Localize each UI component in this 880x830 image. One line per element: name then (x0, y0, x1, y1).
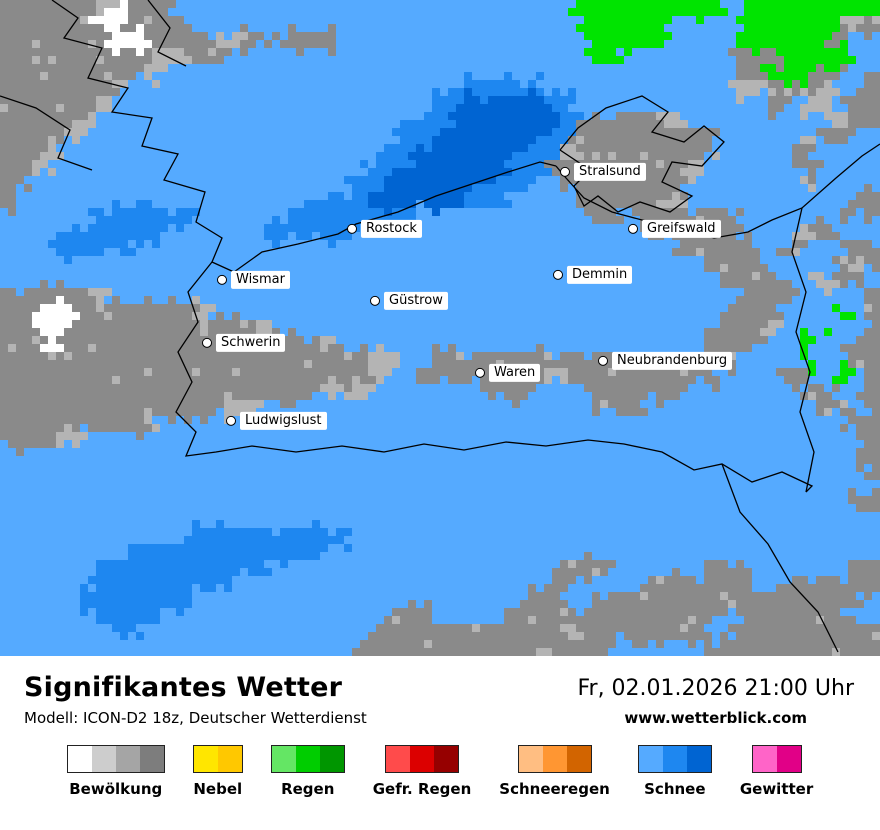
city-marker: Schwerin (202, 333, 286, 353)
city-label: Waren (489, 363, 541, 383)
legend-group: Schnee (637, 745, 712, 798)
legend-swatches (192, 745, 243, 773)
legend-swatch (91, 746, 116, 772)
legend-swatch (271, 746, 296, 772)
legend-swatch (662, 746, 687, 772)
city-dot (475, 367, 485, 378)
legend-swatch (638, 746, 663, 772)
legend-swatch (566, 746, 591, 772)
legend-group: Gewitter (740, 745, 813, 798)
legend-swatch (434, 746, 458, 772)
legend-swatch (542, 746, 567, 772)
legend-label: Schnee (644, 780, 706, 798)
legend-swatch (386, 746, 410, 772)
city-label: Stralsund (574, 162, 646, 182)
legend-swatches (385, 745, 459, 773)
legend-label: Gewitter (739, 780, 814, 798)
city-label: Rostock (361, 219, 422, 239)
legend-swatch (115, 746, 140, 772)
info-bar: Signifikantes Wetter Modell: ICON-D2 18z… (0, 656, 880, 727)
city-dot (217, 274, 227, 285)
info-left: Signifikantes Wetter Modell: ICON-D2 18z… (24, 672, 367, 727)
legend-group: Schneeregen (499, 745, 610, 798)
city-dot (370, 295, 380, 306)
city-label: Schwerin (216, 333, 286, 353)
legend-swatch (319, 746, 344, 772)
city-marker: Demmin (553, 265, 633, 285)
legend-swatches (637, 745, 712, 773)
legend-label: Schneeregen (499, 780, 610, 798)
page-title: Signifikantes Wetter (24, 672, 343, 703)
city-label: Greifswald (642, 219, 721, 239)
city-label: Wismar (231, 270, 290, 290)
city-dot (553, 269, 563, 280)
legend-swatch (139, 746, 164, 772)
legend-group: Nebel (192, 745, 243, 798)
forecast-datetime: Fr, 02.01.2026 21:00 Uhr (577, 676, 854, 701)
city-dot (202, 337, 212, 348)
legend-label: Regen (281, 780, 335, 798)
model-info: Modell: ICON-D2 18z, Deutscher Wetterdie… (24, 709, 367, 727)
city-marker: Güstrow (370, 291, 448, 311)
city-dot (598, 355, 608, 366)
legend-swatches (517, 745, 592, 773)
city-label: Demmin (567, 265, 633, 285)
city-dot (226, 415, 236, 426)
city-marker: Stralsund (560, 162, 646, 182)
legend-swatch (217, 746, 242, 772)
legend-swatches (751, 745, 802, 773)
legend-group: Regen (270, 745, 345, 798)
city-marker: Neubrandenburg (598, 351, 733, 371)
legend-swatch (752, 746, 777, 772)
legend-swatch (295, 746, 320, 772)
legend-swatch (686, 746, 711, 772)
weather-map: Stralsund Rostock Greifswald Demmin Wismar Gü… (0, 0, 880, 656)
legend-label: Nebel (193, 780, 243, 798)
city-marker: Ludwigslust (226, 411, 327, 431)
city-label: Ludwigslust (240, 411, 327, 431)
city-markers-layer: Stralsund Rostock Greifswald Demmin Wismar Gü… (202, 162, 733, 431)
legend-group: Gefr. Regen (372, 745, 472, 798)
city-marker: Rostock (347, 219, 422, 239)
city-label: Neubrandenburg (612, 351, 733, 371)
legend-swatches (66, 745, 165, 773)
legend-group: Bewölkung (66, 745, 165, 798)
city-dot (628, 223, 638, 234)
city-dot (560, 166, 570, 177)
legend: Bewölkung Nebel Regen Gefr. Regen Schneerege… (0, 745, 880, 798)
city-label: Güstrow (384, 291, 448, 311)
legend-swatch (67, 746, 92, 772)
legend-label: Gefr. Regen (372, 780, 472, 798)
info-right: Fr, 02.01.2026 21:00 Uhr www.wetterblick… (577, 672, 854, 727)
legend-swatches (270, 745, 345, 773)
legend-swatch (776, 746, 801, 772)
weather-forecast-page: Stralsund Rostock Greifswald Demmin Wismar Gü… (0, 0, 880, 798)
legend-swatch (518, 746, 543, 772)
legend-swatch (193, 746, 218, 772)
city-dot (347, 223, 357, 234)
website-url: www.wetterblick.com (624, 709, 808, 727)
legend-label: Bewölkung (69, 780, 163, 798)
city-marker: Waren (475, 363, 541, 383)
city-marker: Wismar (217, 270, 290, 290)
city-marker: Greifswald (628, 219, 721, 239)
legend-swatch (410, 746, 434, 772)
